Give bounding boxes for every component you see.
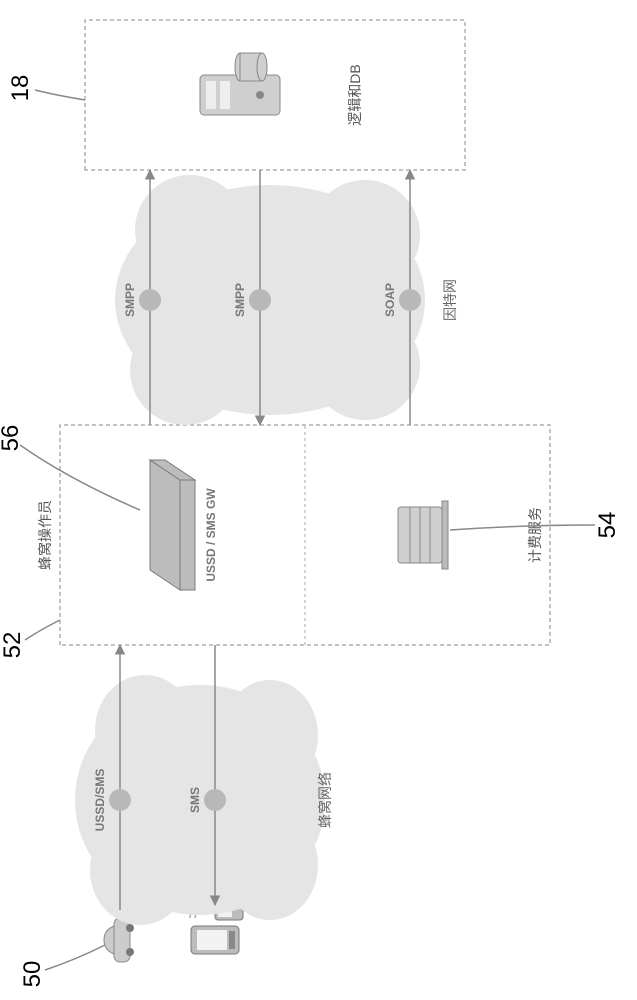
- callout-52: 52: [0, 620, 60, 658]
- svg-text:52: 52: [0, 632, 26, 659]
- server-label: 逻辑和DB: [347, 64, 363, 125]
- server-icon: [200, 53, 280, 115]
- flow-sms-label: SMS: [188, 787, 202, 813]
- cellular-cloud-label: 蜂窝网络: [317, 772, 333, 828]
- billing-icon: [398, 501, 448, 569]
- svg-text:18: 18: [7, 75, 34, 102]
- flow-ussd-sms-label: USSD/SMS: [93, 769, 107, 832]
- internet-cloud-label: 因特网: [442, 279, 458, 321]
- car-icon: [104, 918, 134, 962]
- callout-18: 18: [7, 75, 85, 102]
- callout-56: 56: [0, 425, 140, 510]
- svg-text:50: 50: [19, 961, 46, 988]
- billing-label: 计费服务: [527, 507, 543, 563]
- gateway-label: USSD / SMS GW: [204, 488, 218, 582]
- callout-50: 50: [19, 945, 105, 987]
- operator-title: 蜂窝操作员: [37, 500, 53, 570]
- svg-text:54: 54: [594, 512, 621, 539]
- flow-smpp-2-label: SMPP: [233, 283, 247, 317]
- svg-text:56: 56: [0, 425, 24, 452]
- flow-smpp-1-label: SMPP: [123, 283, 137, 317]
- flow-soap-label: SOAP: [383, 283, 397, 317]
- gateway-icon: [150, 460, 195, 590]
